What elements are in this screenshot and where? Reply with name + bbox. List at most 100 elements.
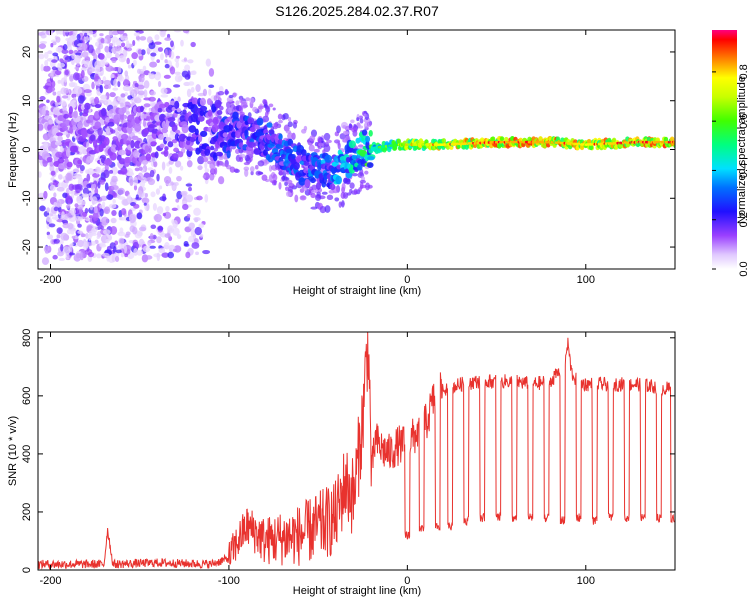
heatmap-cell (68, 190, 76, 195)
heatmap-cell (124, 233, 130, 238)
heatmap-cell (278, 133, 283, 141)
heatmap-cell (49, 184, 56, 192)
heatmap-cell (68, 49, 74, 55)
heatmap-cell (174, 74, 183, 83)
heatmap-cell (83, 241, 88, 251)
heatmap-cell (106, 51, 112, 59)
heatmap-cell (133, 203, 140, 209)
heatmap-cell (46, 207, 50, 213)
heatmap-cell (127, 64, 132, 69)
heatmap-cell (135, 30, 143, 32)
heatmap-cell (175, 61, 180, 68)
heatmap-cell (257, 160, 265, 167)
heatmap-cell (204, 194, 209, 203)
heatmap-cell (55, 151, 64, 158)
heatmap-cell (210, 145, 215, 151)
heatmap-cell (170, 40, 174, 48)
heatmap-cell (107, 121, 115, 127)
heatmap-cell (180, 190, 188, 196)
heatmap-cell (89, 205, 94, 211)
snr-y-ticks: 0 200 400 600 800 (21, 329, 675, 573)
heatmap-cell (124, 253, 129, 258)
heatmap-cell (240, 101, 248, 109)
heatmap-cell (189, 70, 197, 75)
heatmap-cell (91, 81, 95, 90)
heatmap-cell (165, 205, 170, 212)
heatmap-cell (117, 75, 124, 82)
heatmap-cell (143, 202, 147, 206)
heatmap-cell (183, 240, 189, 247)
heatmap-cell (255, 164, 259, 170)
heatmap-cell (145, 153, 152, 162)
heatmap-cell (358, 187, 362, 192)
heatmap-cell (66, 222, 74, 230)
heatmap-cell (223, 156, 229, 160)
heatmap-cell (227, 107, 233, 114)
heatmap-cell (55, 46, 63, 53)
heatmap-cell (132, 226, 138, 235)
heatmap-cell (185, 139, 191, 146)
heatmap-cell (161, 252, 170, 258)
heatmap-cell (186, 214, 191, 218)
heatmap-cell (77, 159, 82, 165)
heatmap-cell (57, 174, 63, 180)
colorbar-ticks: 0.0 0.2 0.4 0.6 0.8 (712, 64, 750, 277)
heatmap-cell (299, 195, 307, 201)
heatmap-cell (78, 146, 86, 154)
heatmap-cell (125, 111, 131, 115)
heatmap-cell (176, 107, 182, 113)
heatmap-cell (189, 136, 195, 143)
heatmap-cell (61, 219, 68, 223)
heatmap-cell (57, 182, 65, 188)
heatmap-cell (193, 217, 201, 222)
heatmap-cell (164, 146, 169, 151)
heatmap-cell (53, 238, 60, 244)
heatmap-cell (179, 165, 184, 171)
heatmap-cell (117, 231, 126, 237)
heatmap-cell (252, 106, 258, 113)
colorbar-tick-label: 0.8 (738, 64, 750, 79)
heatmap-cell (42, 65, 51, 72)
heatmap-cell (74, 54, 81, 64)
heatmap-cell (92, 139, 98, 148)
y-tick-label: -20 (21, 239, 33, 255)
heatmap-cell (85, 169, 90, 174)
heatmap-cell (57, 66, 63, 72)
heatmap-cell (147, 167, 154, 171)
heatmap-cell (48, 223, 56, 228)
heatmap-cell (50, 177, 55, 181)
heatmap-cell (129, 178, 134, 187)
x-tick-label: 100 (577, 575, 595, 587)
heatmap-cell (48, 119, 54, 125)
heatmap-cell (59, 62, 66, 68)
heatmap-cell (88, 68, 96, 72)
heatmap-cell (135, 194, 139, 200)
heatmap-cell (154, 71, 162, 81)
heatmap-cell (351, 154, 357, 160)
heatmap-cell (79, 251, 84, 261)
heatmap-cell (43, 142, 48, 149)
heatmap-cell (95, 26, 101, 29)
heatmap-cell (123, 245, 128, 254)
heatmap-cell (611, 137, 617, 143)
heatmap-cell (146, 115, 151, 121)
heatmap-cell (58, 257, 65, 262)
heatmap-cell (73, 110, 78, 119)
heatmap-cell (112, 136, 118, 141)
heatmap-cell (61, 211, 65, 219)
heatmap-cell (38, 43, 47, 49)
heatmap-cell (99, 53, 105, 60)
heatmap-cell (52, 41, 57, 46)
heatmap-cell (342, 192, 349, 199)
heatmap-cell (133, 176, 138, 186)
heatmap-cell (110, 144, 118, 153)
heatmap-cell (117, 187, 125, 195)
heatmap-cell (108, 30, 113, 38)
heatmap-cell (337, 142, 341, 150)
heatmap-cell (83, 60, 91, 68)
heatmap-cell (117, 149, 126, 156)
heatmap-cell (109, 92, 116, 98)
heatmap-cell (94, 96, 100, 105)
heatmap-cell (50, 70, 54, 79)
heatmap-cell (147, 240, 152, 246)
